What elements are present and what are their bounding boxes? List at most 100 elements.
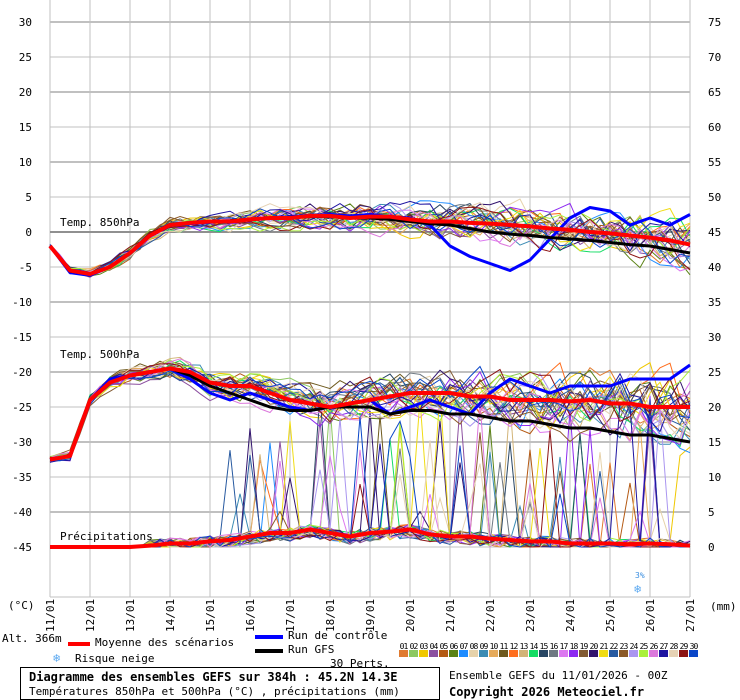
left-tick-label: 10 — [19, 156, 32, 169]
pert-color-swatch — [559, 650, 568, 657]
right-tick-label: 70 — [708, 51, 721, 64]
pert-color-swatch — [519, 650, 528, 657]
right-tick-label: 75 — [708, 16, 721, 29]
pert-color-swatch — [669, 650, 678, 657]
x-tick-label: 20/01 — [404, 599, 417, 632]
pert-color-swatch — [579, 650, 588, 657]
pert-color-swatch — [539, 650, 548, 657]
right-tick-label: 55 — [708, 156, 721, 169]
left-unit: (°C) — [8, 599, 35, 612]
pert-ids: 01 02 03 04 05 06 07 08 09 10 11 12 13 14 15 16 17 18 19 20… — [399, 640, 699, 652]
pert-id: 21 — [599, 642, 609, 651]
right-tick-label: 25 — [708, 366, 721, 379]
pert-color-swatch — [459, 650, 468, 657]
pert-id: 30 — [689, 642, 699, 651]
x-tick-label: 25/01 — [604, 599, 617, 632]
x-tick-label: 26/01 — [644, 599, 657, 632]
left-tick-label: -10 — [12, 296, 32, 309]
pert-color-swatch — [489, 650, 498, 657]
left-tick-label: -35 — [12, 471, 32, 484]
right-tick-label: 65 — [708, 86, 721, 99]
perturbation-22-t850 — [49, 210, 691, 272]
x-tick-label: 12/01 — [84, 599, 97, 632]
pert-id: 07 — [459, 642, 469, 651]
pert-color-swatch — [399, 650, 408, 657]
pert-color-swatch — [689, 650, 698, 657]
pert-color-swatch — [589, 650, 598, 657]
left-tick-label: -40 — [12, 506, 32, 519]
pert-color-swatch — [479, 650, 488, 657]
pert-id: 16 — [549, 642, 559, 651]
pert-color-swatch — [419, 650, 428, 657]
pert-color-swatch — [609, 650, 618, 657]
pert-color-swatch — [619, 650, 628, 657]
pert-color-swatch — [429, 650, 438, 657]
run-info: Ensemble GEFS du 11/01/2026 - 00Z — [449, 669, 668, 682]
pert-id: 13 — [519, 642, 529, 651]
left-tick-label: 20 — [19, 86, 32, 99]
pert-id: 25 — [639, 642, 649, 651]
mean-line-t500 — [49, 366, 690, 462]
x-tick-label: 14/01 — [164, 599, 177, 632]
left-tick-label: 15 — [19, 121, 32, 134]
right-tick-label: 20 — [708, 401, 721, 414]
right-tick-label: 40 — [708, 261, 721, 274]
x-tick-label: 24/01 — [564, 599, 577, 632]
pert-color-swatch — [409, 650, 418, 657]
legend-mean-swatch — [68, 642, 90, 646]
pert-id: 03 — [419, 642, 429, 651]
left-tick-label: -45 — [12, 541, 32, 554]
legend-control-swatch — [255, 635, 283, 639]
pert-id: 18 — [569, 642, 579, 651]
x-tick-label: 11/01 — [44, 599, 57, 632]
label-precip: Précipitations — [60, 530, 153, 543]
left-tick-label: -5 — [19, 261, 32, 274]
pert-id: 05 — [439, 642, 449, 651]
x-tick-label: 17/01 — [284, 599, 297, 632]
pert-color-swatch — [659, 650, 668, 657]
x-tick-label: 19/01 — [364, 599, 377, 632]
pert-color-swatch — [499, 650, 508, 657]
x-tick-label: 27/01 — [684, 599, 697, 632]
pert-id: 10 — [489, 642, 499, 651]
pert-id: 06 — [449, 642, 459, 651]
left-tick-label: -20 — [12, 366, 32, 379]
legend-perts: 30 Perts. — [330, 657, 390, 670]
pert-id: 11 — [499, 642, 509, 651]
label-t500: Temp. 500hPa — [60, 348, 139, 361]
pert-id: 12 — [509, 642, 519, 651]
x-tick-label: 21/01 — [444, 599, 457, 632]
perturbation-29-t500 — [49, 363, 691, 459]
pert-color-swatch — [629, 650, 638, 657]
snow-icon: ❄ — [634, 582, 641, 596]
left-tick-label: -30 — [12, 436, 32, 449]
left-tick-label: -15 — [12, 331, 32, 344]
pert-id: 23 — [619, 642, 629, 651]
pert-id: 04 — [429, 642, 439, 651]
pert-color-swatch — [529, 650, 538, 657]
pert-id: 24 — [629, 642, 639, 651]
chart-subtitle: Températures 850hPa et 500hPa (°C) , pré… — [29, 685, 400, 698]
grid — [49, 0, 691, 598]
pert-id: 15 — [539, 642, 549, 651]
title-box: Diagramme des ensembles GEFS sur 384h : … — [20, 667, 440, 700]
right-tick-label: 30 — [708, 331, 721, 344]
x-tick-label: 18/01 — [324, 599, 337, 632]
altitude: Alt. 366m — [2, 632, 62, 645]
x-tick-label: 22/01 — [484, 599, 497, 632]
right-tick-label: 45 — [708, 226, 721, 239]
pert-color-swatch — [549, 650, 558, 657]
right-unit: (mm) — [710, 600, 737, 613]
mean-line-precip — [50, 527, 691, 549]
perturbation-25-t850 — [49, 211, 691, 273]
pert-id: 27 — [659, 642, 669, 651]
legend-control: Run de contrôle — [288, 629, 388, 642]
pert-id: 29 — [679, 642, 689, 651]
pert-color-swatch — [639, 650, 648, 657]
pert-color-swatch — [509, 650, 518, 657]
label-t850: Temp. 850hPa — [60, 216, 139, 229]
chart-title: Diagramme des ensembles GEFS sur 384h : … — [29, 670, 398, 684]
pert-id: 01 — [399, 642, 409, 651]
